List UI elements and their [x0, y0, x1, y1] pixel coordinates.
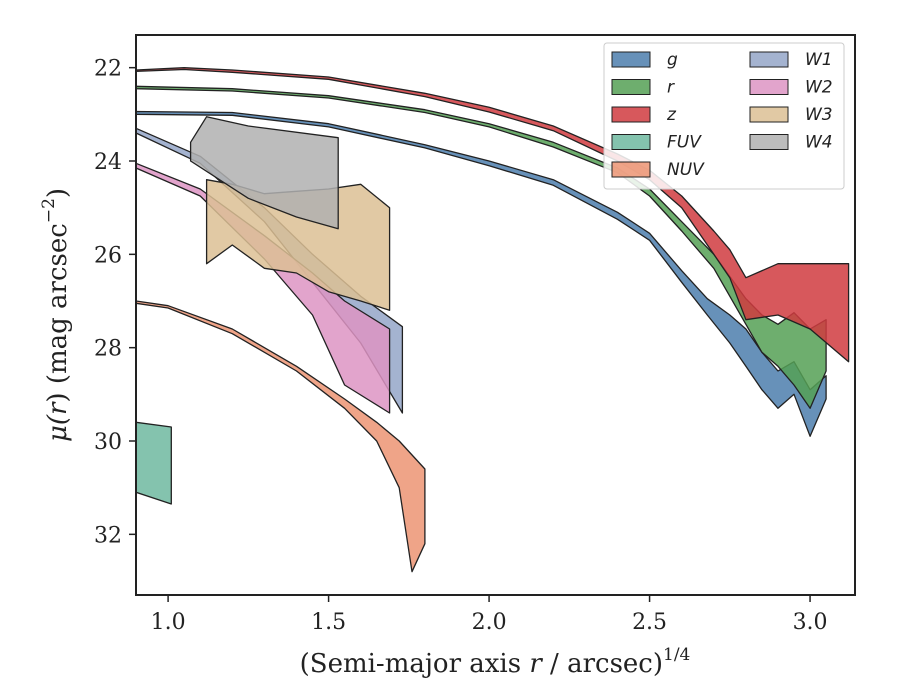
- legend: grz FUV NUV W1 W2 W3 W4: [603, 42, 845, 190]
- legend-swatch-w4: [749, 134, 789, 150]
- x-tick-label: 2.5: [632, 610, 667, 635]
- y-axis-label: μ(r) (mag arcsec−2): [39, 188, 73, 442]
- y-tick-label: 30: [94, 430, 122, 455]
- legend-swatch-z: [611, 106, 651, 123]
- x-tick-label: 2.0: [472, 610, 507, 635]
- legend-swatch-nuv: [611, 161, 651, 178]
- y-tick-label: 28: [94, 337, 122, 362]
- x-tick-label: 3.0: [793, 610, 828, 635]
- plot-frame: [135, 34, 856, 596]
- legend-swatch-w1: [749, 51, 789, 68]
- x-axis-ticks: 1.0 1.5 2.0 2.5 3.0: [151, 595, 828, 635]
- legend-label-g: g: [667, 50, 678, 70]
- x-axis-label: (Semi-major axis r / arcsec)1/4: [300, 645, 691, 679]
- legend-label-w3: W3: [805, 105, 833, 125]
- y-tick-label: 26: [94, 243, 122, 268]
- series-layer: [136, 67, 850, 573]
- legend-label-nuv: NUV: [667, 160, 705, 180]
- legend-label-z: z: [666, 105, 677, 125]
- y-tick-label: 24: [94, 150, 122, 175]
- series-band-fuv: [136, 421, 172, 505]
- series-band-w4: [189, 116, 339, 230]
- x-tick-label: 1.5: [311, 610, 346, 635]
- legend-label-fuv: FUV: [667, 133, 702, 153]
- series-band-nuv: [136, 300, 426, 573]
- series-band-z: [136, 67, 850, 363]
- legend-label-w1: W1: [805, 50, 833, 70]
- legend-swatch-g: [611, 51, 651, 68]
- x-tick-label: 1.0: [151, 610, 186, 635]
- y-axis-ticks: 22 24 26 28 30 32: [94, 57, 136, 548]
- legend-label-w4: W4: [805, 133, 833, 153]
- legend-label-r: r: [667, 78, 675, 98]
- y-tick-label: 22: [94, 57, 122, 82]
- series-band-r: [136, 85, 827, 409]
- legend-swatch-fuv: [611, 134, 651, 150]
- series-band-g: [136, 110, 827, 437]
- y-tick-label: 32: [94, 523, 122, 548]
- legend-swatch-w2: [749, 79, 789, 95]
- legend-label-w2: W2: [805, 78, 833, 98]
- legend-swatch-r: [611, 79, 651, 95]
- legend-swatch-w3: [749, 106, 789, 123]
